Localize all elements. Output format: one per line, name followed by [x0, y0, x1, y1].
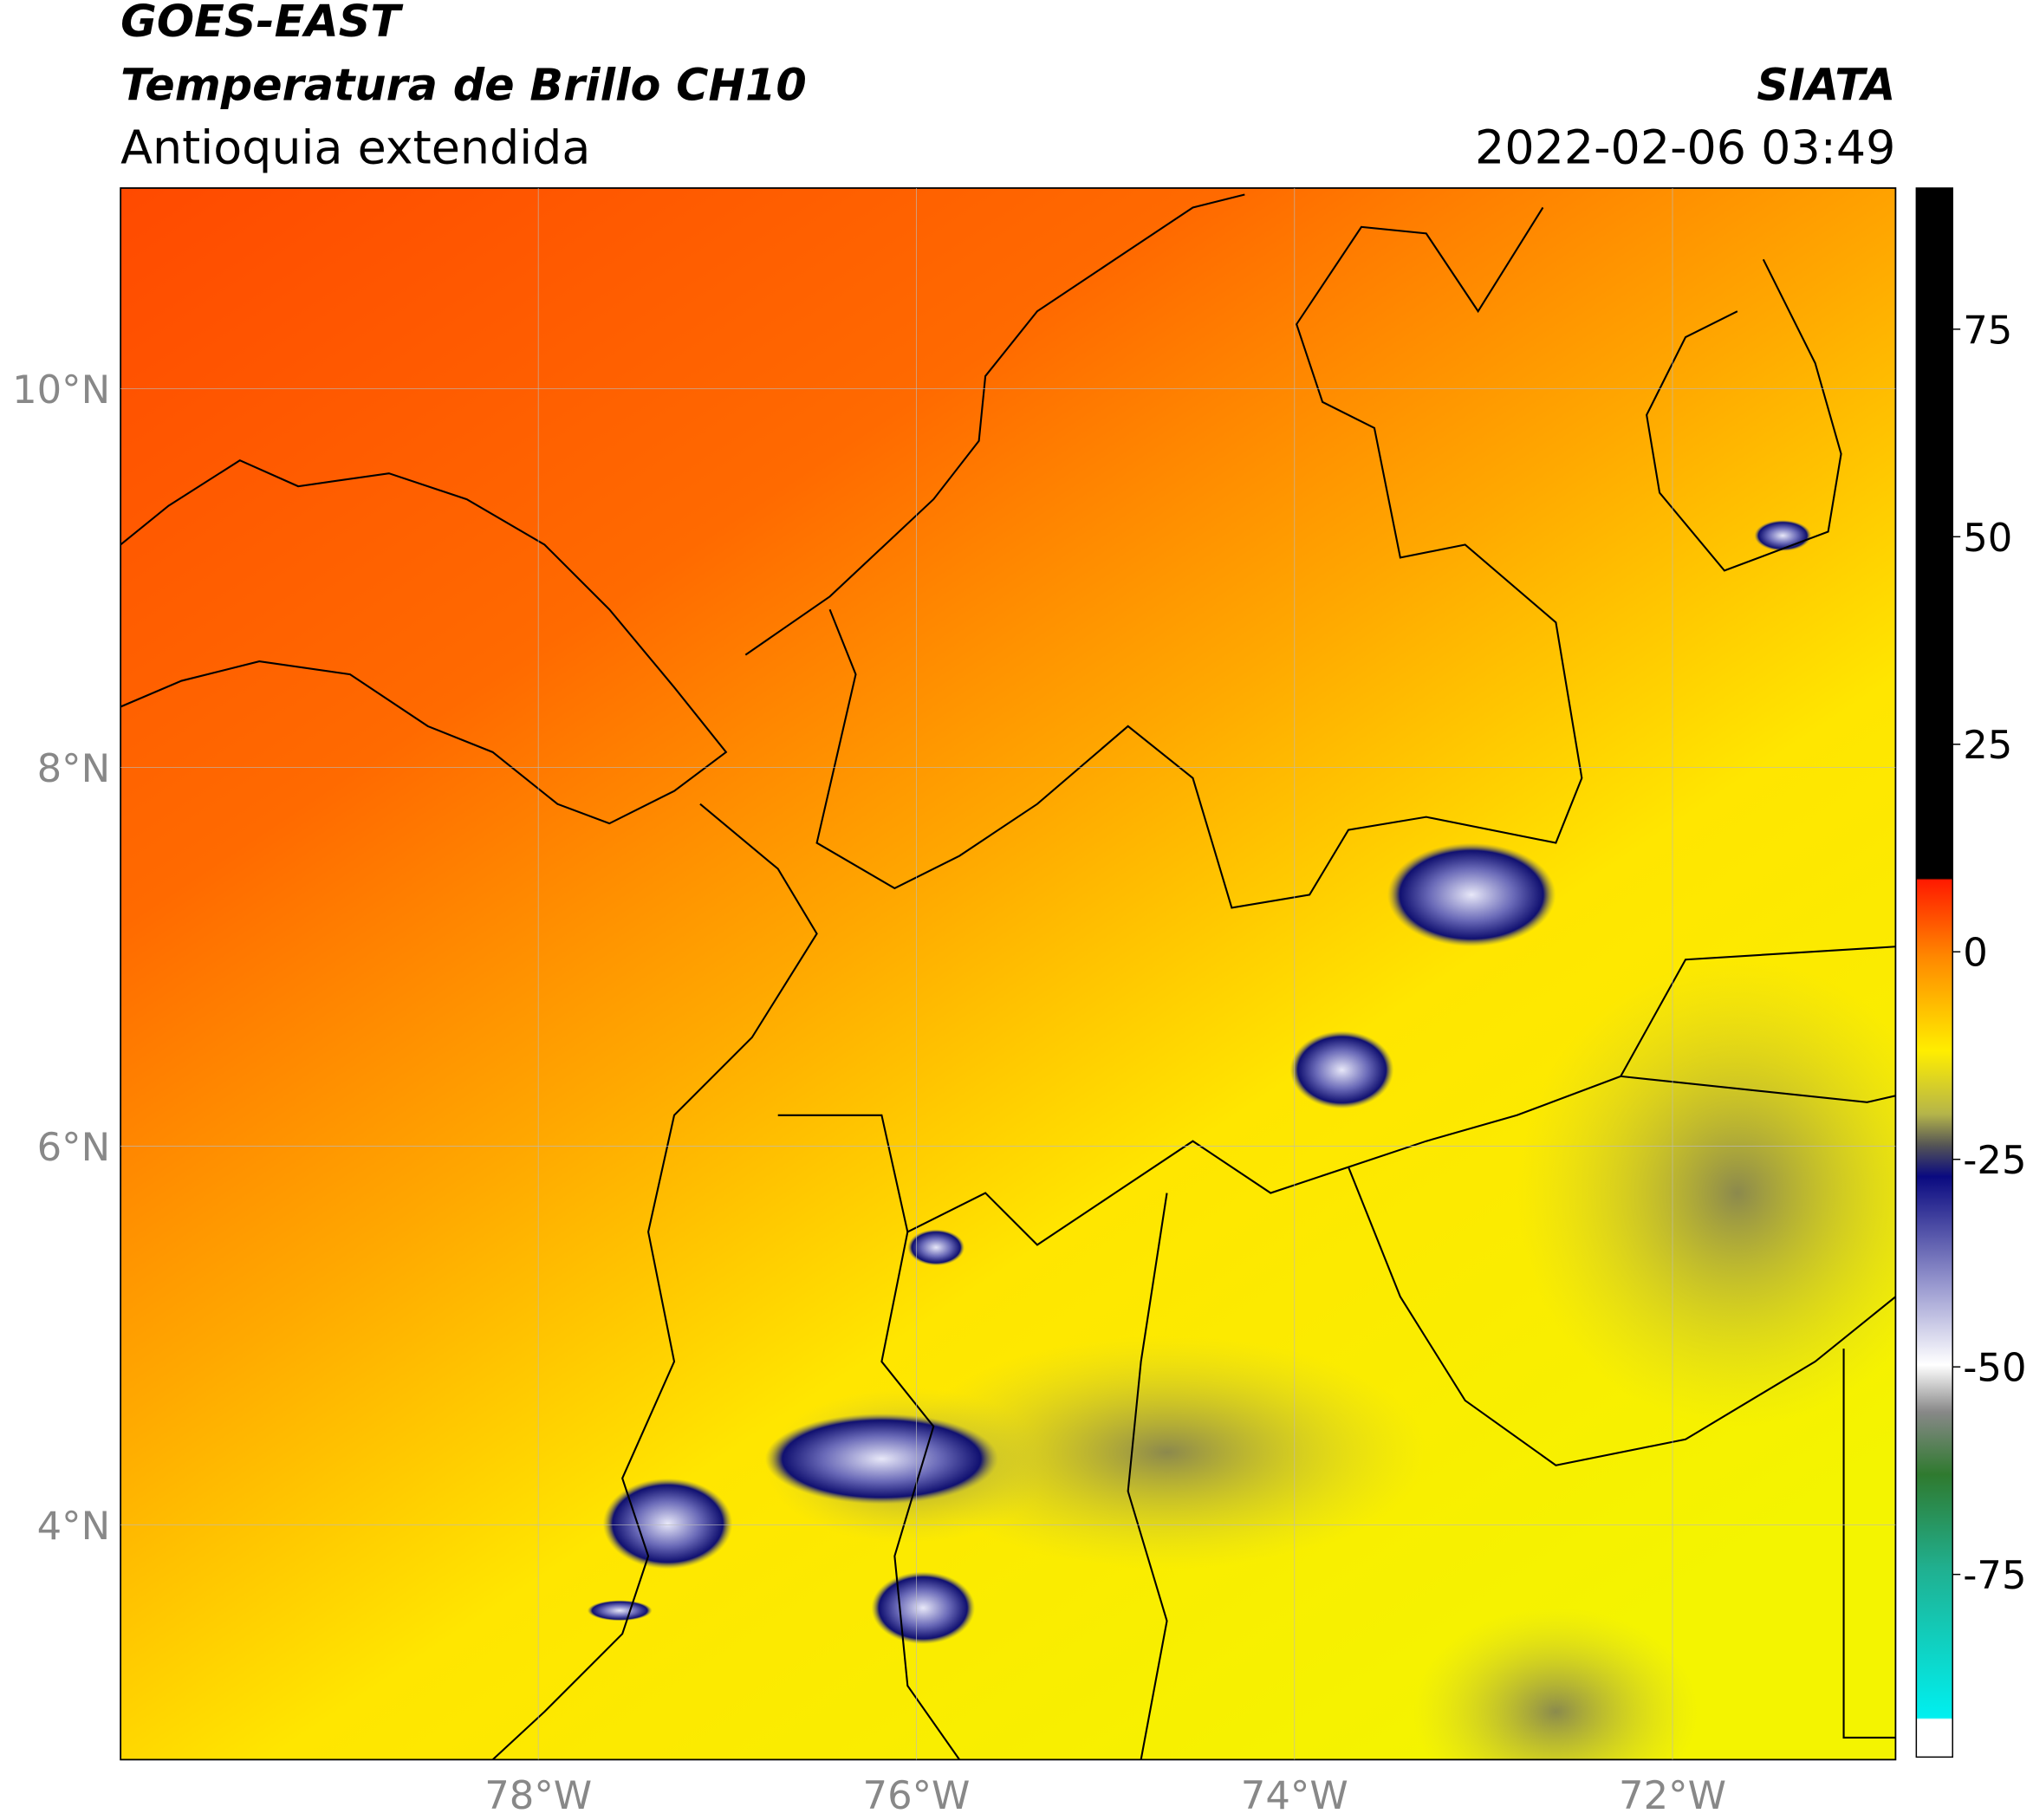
y-tick-label: 8°N — [37, 745, 111, 791]
department-border — [1348, 1167, 1896, 1466]
department-border — [1127, 1193, 1168, 1760]
map-frame — [120, 187, 1897, 1761]
department-border — [815, 206, 1583, 909]
coastline — [744, 193, 1245, 656]
x-tick-label: 78°W — [484, 1772, 592, 1818]
cloud-haze — [907, 1336, 1426, 1570]
colorbar — [1915, 187, 1953, 1758]
map-image — [120, 188, 1896, 1760]
colorbar-tick-label: 0 — [1963, 930, 1988, 976]
y-tick-label: 6°N — [37, 1124, 111, 1170]
y-tick-label: 10°N — [12, 367, 110, 413]
department-border — [777, 946, 1896, 1246]
department-border — [1621, 1075, 1896, 1103]
colorbar-axis: 75 50 25 0 -25 -50 -75 — [1952, 307, 2027, 1598]
x-tick-label: 74°W — [1241, 1772, 1348, 1818]
colorbar-tick-label: -50 — [1963, 1345, 2026, 1391]
datetime: 2022-02-06 03:49 — [1475, 120, 1895, 175]
storm-cell — [1387, 842, 1556, 947]
x-tick-label: 76°W — [863, 1772, 971, 1818]
storm-cell — [602, 1478, 733, 1570]
storm-cell — [871, 1571, 976, 1645]
colorbar-tick-label: -25 — [1963, 1137, 2026, 1183]
storm-cell — [1289, 1030, 1394, 1109]
coastline — [491, 803, 818, 1760]
storm-cell — [1754, 520, 1812, 551]
storm-cell — [587, 1600, 653, 1622]
subtitle: Temperatura de Brillo CH10 — [120, 59, 807, 110]
cloud-haze — [1517, 959, 1896, 1427]
region: Antioquia extendida — [120, 120, 590, 175]
colorbar-tick-label: 50 — [1963, 515, 2012, 561]
coastline — [120, 459, 728, 825]
storm-cell — [907, 1229, 965, 1266]
x-tick-label: 72°W — [1619, 1772, 1726, 1818]
colorbar-tick-label: -75 — [1963, 1552, 2026, 1598]
cloud-haze — [1413, 1608, 1698, 1760]
colorbar-tick-label: 25 — [1963, 722, 2012, 768]
department-border — [1842, 1349, 1896, 1739]
colorbar-tick-label: 75 — [1963, 307, 2012, 353]
source: SIATA — [1757, 59, 1895, 110]
y-tick-label: 4°N — [37, 1503, 111, 1549]
title: GOES-EAST — [120, 0, 404, 47]
axes: 78°W 76°W 74°W 72°W 4°N 6°N 8°N 10°N — [12, 188, 1896, 1818]
storm-cell — [764, 1413, 999, 1505]
